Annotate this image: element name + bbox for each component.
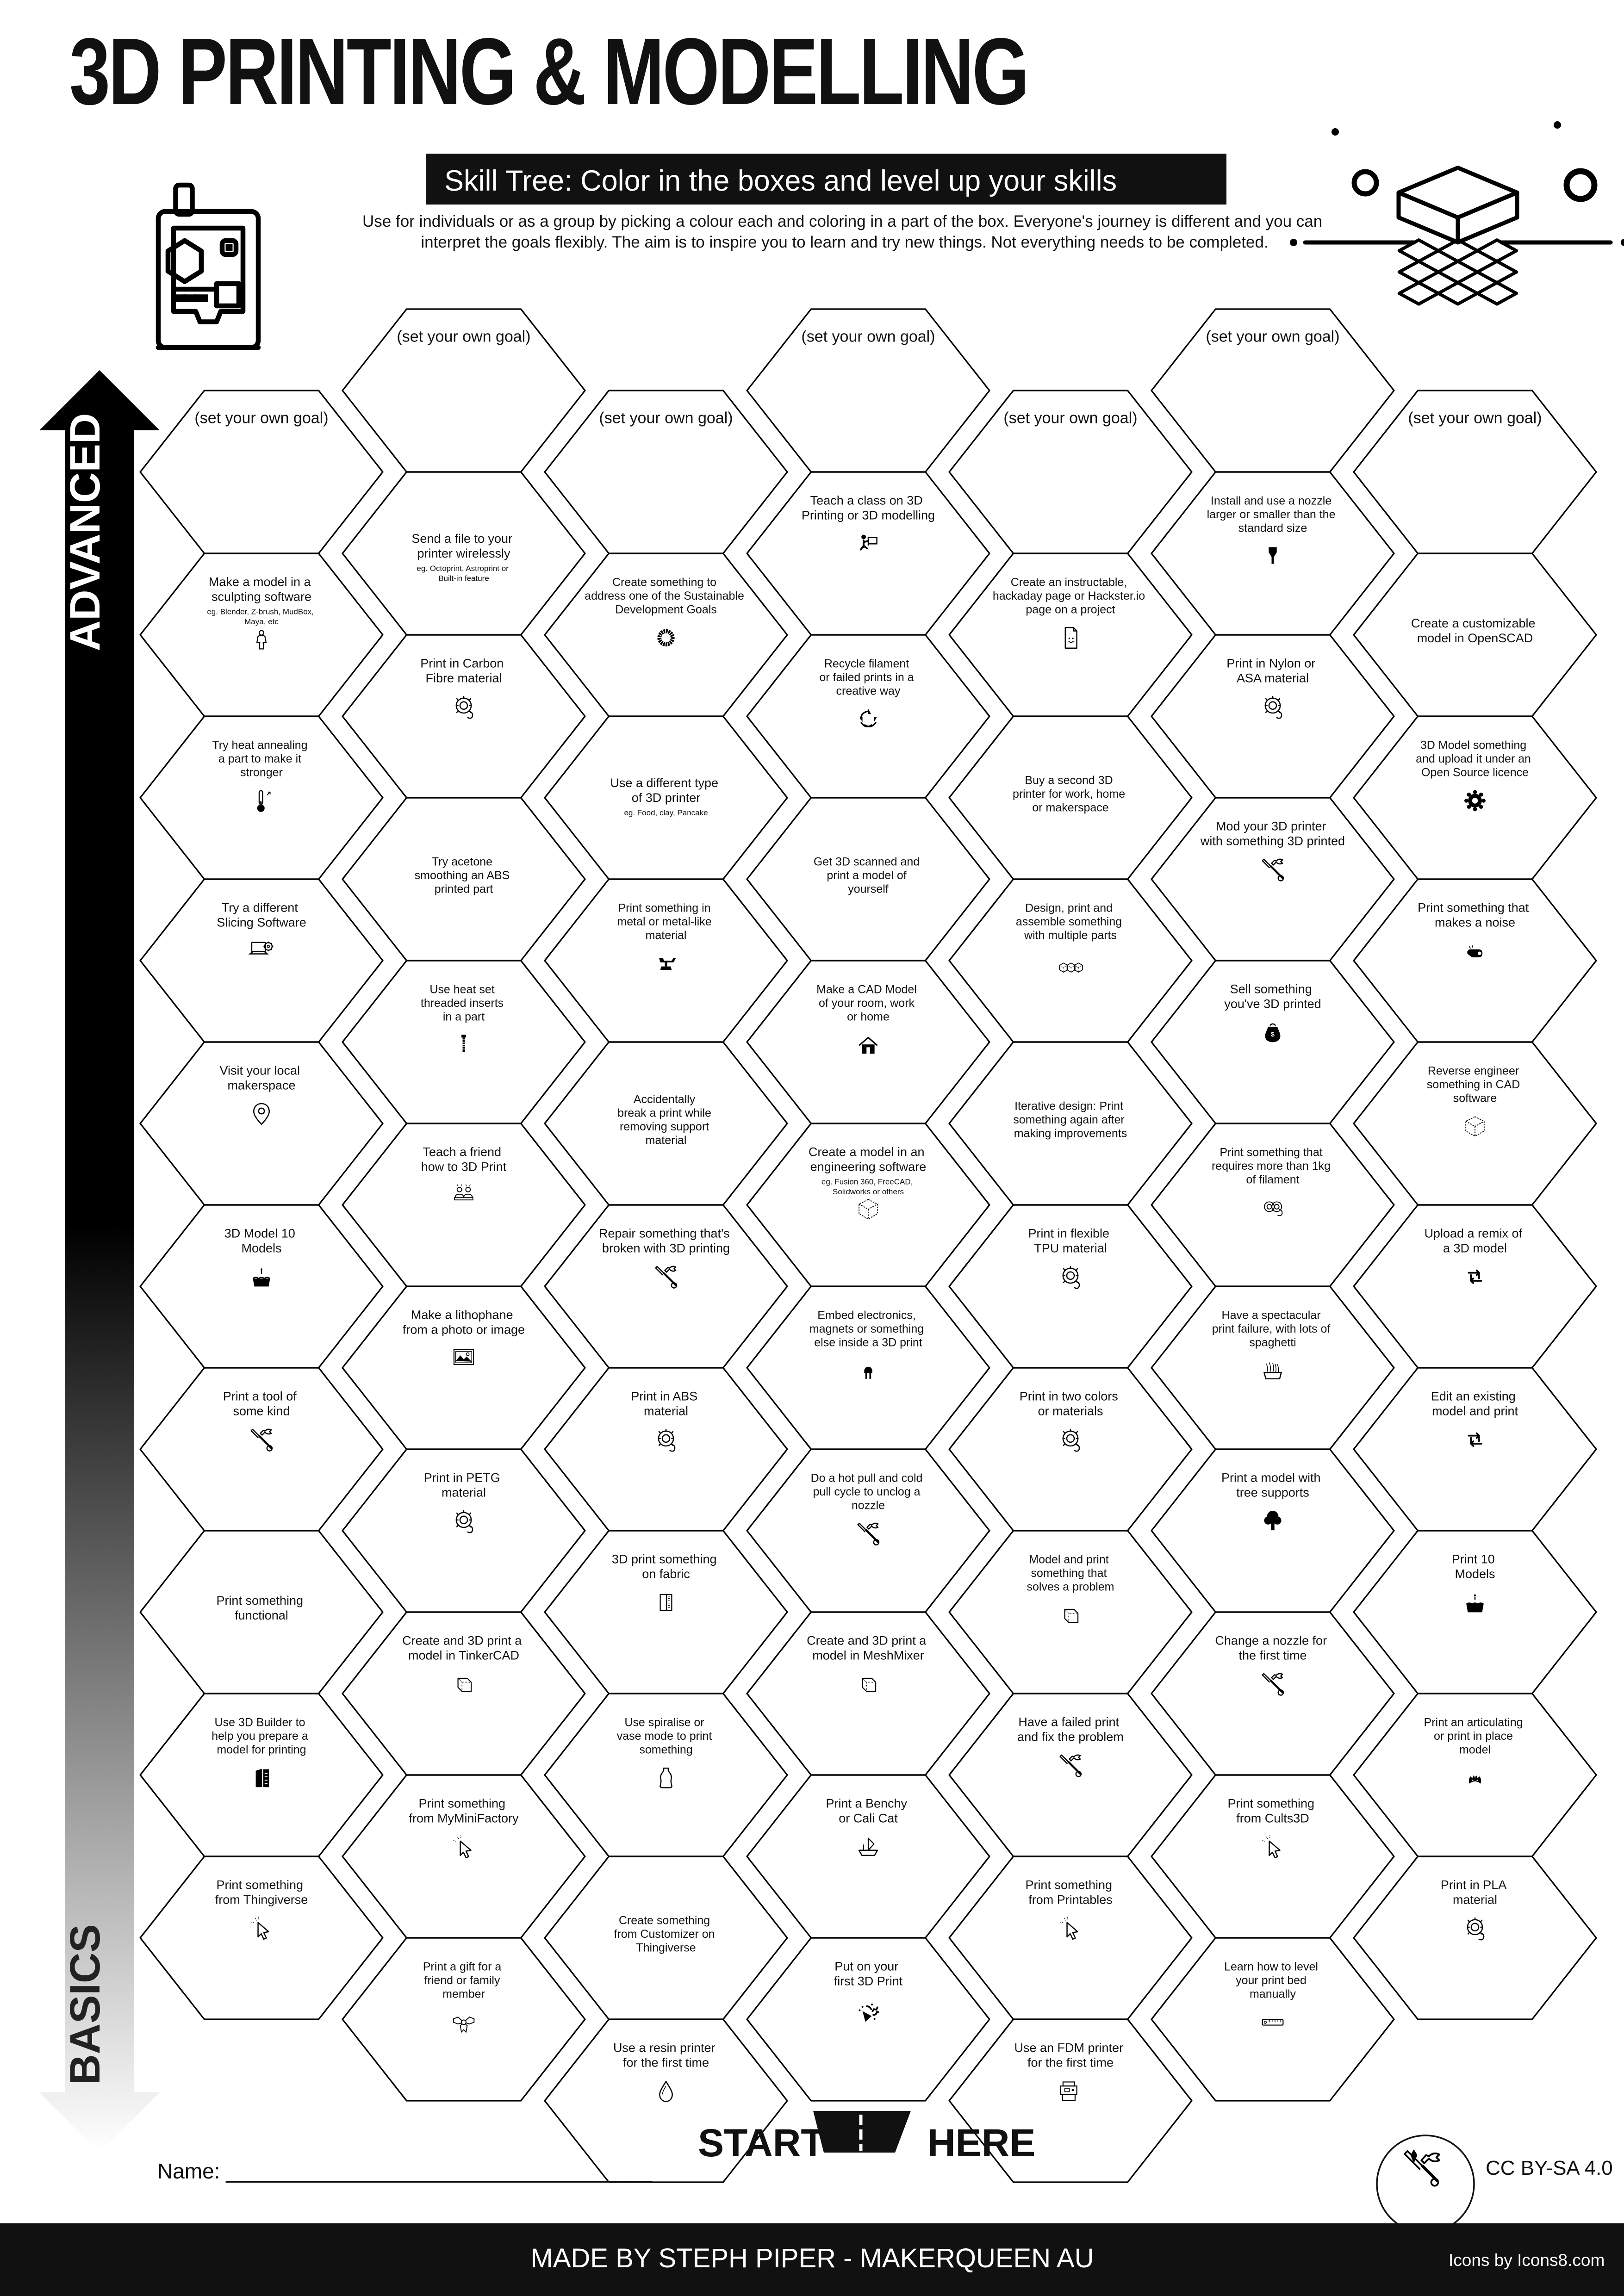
svg-text:Do a hot pull and cold pull cy: Do a hot pull and cold pull cycle to unc… bbox=[811, 1471, 926, 1512]
svg-text:Change a nozzle for the first: Change a nozzle for the first time bbox=[1215, 1633, 1330, 1662]
svg-text:Print in flexible TPU material: Print in flexible TPU material bbox=[1028, 1226, 1113, 1255]
svg-text:Create and 3D print a model in: Create and 3D print a model in MeshMixer bbox=[807, 1633, 930, 1662]
svg-text:Edit an existing model and pri: Edit an existing model and print bbox=[1431, 1389, 1519, 1418]
svg-text:Print in PETG material: Print in PETG material bbox=[424, 1471, 504, 1499]
svg-text:Use a different type of 3D pri: Use a different type of 3D printer bbox=[610, 776, 722, 805]
svg-text:Print in Nylon or ASA material: Print in Nylon or ASA material bbox=[1226, 656, 1319, 685]
svg-text:Print something in metal or me: Print something in metal or metal-like m… bbox=[617, 901, 715, 942]
svg-text:Use heat set threaded inserts: Use heat set threaded inserts in a part bbox=[421, 983, 507, 1023]
svg-text:Use a resin printer for the fi: Use a resin printer for the first time bbox=[613, 2041, 719, 2069]
svg-text:Create something from Customiz: Create something from Customizer on Thin… bbox=[614, 1914, 718, 1955]
svg-text:Put on your first 3D Print: Put on your first 3D Print bbox=[834, 1959, 903, 1988]
svg-text:(set your own goal): (set your own goal) bbox=[801, 328, 935, 345]
svg-text:Print something from Thingiver: Print something from Thingiverse bbox=[215, 1878, 308, 1906]
svg-text:3D print something on fabric: 3D print something on fabric bbox=[612, 1552, 720, 1581]
svg-text:Get 3D scanned and print a mod: Get 3D scanned and print a model of your… bbox=[814, 856, 923, 896]
svg-text:Name: ________________________: Name: __________________________________… bbox=[157, 2159, 653, 2183]
svg-text:eg. Food, clay, Pancake: eg. Food, clay, Pancake bbox=[624, 808, 708, 817]
svg-text:Recycle filament or failed pri: Recycle filament or failed prints in a c… bbox=[819, 657, 917, 697]
svg-text:(set your own goal): (set your own goal) bbox=[1206, 328, 1339, 345]
svg-text:START: START bbox=[698, 2121, 825, 2165]
svg-text:3D Model something and upload: 3D Model something and upload it under a… bbox=[1416, 738, 1534, 779]
svg-text:Print 10 Models: Print 10 Models bbox=[1452, 1552, 1499, 1581]
svg-text:Try heat annealing a part to m: Try heat annealing a part to make it str… bbox=[212, 738, 311, 779]
svg-text:Print in PLA material: Print in PLA material bbox=[1441, 1878, 1510, 1906]
svg-text:CC BY-SA 4.0: CC BY-SA 4.0 bbox=[1486, 2157, 1613, 2179]
svg-text:Visit your local makerspace: Visit your local makerspace bbox=[219, 1063, 303, 1092]
svg-text:Create something to address on: Create something to address one of the S… bbox=[585, 576, 747, 616]
svg-text:Print something that makes a n: Print something that makes a noise bbox=[1418, 900, 1532, 929]
svg-text:(set your own goal): (set your own goal) bbox=[397, 328, 530, 345]
svg-text:Print something from MyMiniFac: Print something from MyMiniFactory bbox=[409, 1796, 519, 1825]
svg-text:Try a different Slicing Softwa: Try a different Slicing Software bbox=[217, 900, 306, 929]
svg-text:eg. Octoprint, Astroprint or B: eg. Octoprint, Astroprint or Built-in fe… bbox=[417, 564, 510, 583]
svg-text:Print something that requires: Print something that requires more than … bbox=[1212, 1146, 1334, 1186]
svg-text:eg. Blender, Z-brush, MudBox,: eg. Blender, Z-brush, MudBox, Maya, etc bbox=[207, 608, 316, 626]
svg-text:Create a customizable model in: Create a customizable model in OpenSCAD bbox=[1411, 616, 1539, 645]
svg-text:Teach a class on 3D Printing o: Teach a class on 3D Printing or 3D model… bbox=[802, 493, 935, 522]
svg-text:Sell something you've 3D print: Sell something you've 3D printed bbox=[1224, 982, 1321, 1011]
svg-text:Iterative design: Print someth: Iterative design: Print something again … bbox=[1013, 1100, 1127, 1140]
svg-text:Use 3D Builder to help you pre: Use 3D Builder to help you prepare a mod… bbox=[212, 1716, 311, 1756]
svg-text:ADVANCED: ADVANCED bbox=[62, 413, 109, 652]
svg-text:Use an FDM printer for the fir: Use an FDM printer for the first time bbox=[1014, 2041, 1126, 2069]
svg-text:Have a failed print and fix th: Have a failed print and fix the problem bbox=[1017, 1715, 1124, 1744]
svg-text:Use for individuals or as a gr: Use for individuals or as a group by pic… bbox=[362, 212, 1327, 251]
svg-text:Print in ABS material: Print in ABS material bbox=[631, 1389, 701, 1418]
svg-text:Accidentally break a print whi: Accidentally break a print while removin… bbox=[617, 1093, 715, 1147]
svg-text:Print in two colors or materia: Print in two colors or materials bbox=[1020, 1389, 1122, 1418]
svg-text:HERE: HERE bbox=[927, 2121, 1035, 2165]
svg-text:Mod your 3D printer with somet: Mod your 3D printer with something 3D pr… bbox=[1200, 819, 1345, 848]
svg-text:Print an articulating or print: Print an articulating or print in place … bbox=[1424, 1716, 1526, 1756]
svg-text:Buy a second 3D printer for wo: Buy a second 3D printer for work, home o… bbox=[1013, 774, 1128, 814]
svg-text:Print a model with tree suppor: Print a model with tree supports bbox=[1221, 1471, 1324, 1499]
svg-text:Print something from Printable: Print something from Printables bbox=[1025, 1878, 1115, 1906]
svg-text:Teach a friend how to 3D Print: Teach a friend how to 3D Print bbox=[421, 1145, 507, 1173]
svg-text:eg. Fusion 360, FreeCAD, Solid: eg. Fusion 360, FreeCAD, Solidworks or o… bbox=[821, 1178, 915, 1196]
svg-text:Upload a remix of a 3D model: Upload a remix of a 3D model bbox=[1424, 1226, 1525, 1255]
svg-text:$: $ bbox=[1271, 1031, 1275, 1038]
svg-text:Print a tool of some kind: Print a tool of some kind bbox=[223, 1389, 300, 1418]
svg-text:Print something functional: Print something functional bbox=[216, 1594, 306, 1622]
svg-text:Print in Carbon Fibre material: Print in Carbon Fibre material bbox=[420, 656, 507, 685]
svg-text:BASICS: BASICS bbox=[62, 1924, 109, 2085]
svg-text:Icons by Icons8.com: Icons by Icons8.com bbox=[1449, 2251, 1605, 2270]
svg-text:Use spiralise or vase mode to: Use spiralise or vase mode to print some… bbox=[617, 1716, 716, 1756]
svg-text:Reverse engineer something in: Reverse engineer something in CAD softwa… bbox=[1427, 1064, 1523, 1105]
svg-text:Learn how to level your print: Learn how to level your print bed manual… bbox=[1224, 1960, 1321, 2000]
svg-text:Create an instructable, hackad: Create an instructable, hackaday page or… bbox=[993, 576, 1148, 616]
svg-text:Repair something that's broken: Repair something that's broken with 3D p… bbox=[599, 1226, 733, 1255]
svg-text:Print something from Cults3D: Print something from Cults3D bbox=[1227, 1796, 1318, 1825]
svg-text:(set your own goal): (set your own goal) bbox=[194, 409, 328, 427]
svg-text:Create a model in an engineeri: Create a model in an engineering softwar… bbox=[809, 1145, 928, 1173]
svg-text:Model and print something that: Model and print something that solves a … bbox=[1027, 1553, 1114, 1593]
svg-text:(set your own goal): (set your own goal) bbox=[1003, 409, 1137, 427]
svg-text:Design, print and assemble som: Design, print and assemble something wit… bbox=[1016, 901, 1125, 942]
svg-text:Print a gift for a friend or f: Print a gift for a friend or family memb… bbox=[423, 1960, 504, 2000]
svg-text:Send a file to your printer wi: Send a file to your printer wirelessly bbox=[411, 532, 516, 560]
svg-text:Make a model in a sculpting so: Make a model in a sculpting software bbox=[209, 575, 314, 603]
svg-text:Create and 3D print a model in: Create and 3D print a model in TinkerCAD bbox=[402, 1633, 525, 1662]
svg-text:Make a CAD Model of your room,: Make a CAD Model of your room, work or h… bbox=[816, 983, 920, 1023]
svg-text:Have a spectacular print failu: Have a spectacular print failure, with l… bbox=[1212, 1309, 1334, 1349]
svg-text:Embed electronics, magnets or: Embed electronics, magnets or something … bbox=[809, 1309, 927, 1349]
svg-text:(set your own goal): (set your own goal) bbox=[1408, 409, 1542, 427]
svg-text:3D Model 10 Models: 3D Model 10 Models bbox=[224, 1226, 299, 1255]
svg-text:Try acetone smoothing an ABS p: Try acetone smoothing an ABS printed par… bbox=[415, 856, 513, 896]
svg-text:(set your own goal): (set your own goal) bbox=[599, 409, 733, 427]
svg-text:3D PRINTING & MODELLING: 3D PRINTING & MODELLING bbox=[69, 19, 1027, 124]
svg-text:Make a lithophane from a photo: Make a lithophane from a photo or image bbox=[403, 1308, 525, 1336]
svg-text:Install and use a nozzle large: Install and use a nozzle larger or small… bbox=[1207, 494, 1339, 534]
svg-text:Print a Benchy or Cali Cat: Print a Benchy or Cali Cat bbox=[826, 1796, 910, 1825]
svg-text:MADE BY STEPH PIPER - MAKERQ: MADE BY STEPH PIPER - MAKERQUEEN AU bbox=[530, 2243, 1094, 2273]
svg-text:Skill Tree: Color in the boxe: Skill Tree: Color in the boxes and level… bbox=[444, 165, 1117, 197]
